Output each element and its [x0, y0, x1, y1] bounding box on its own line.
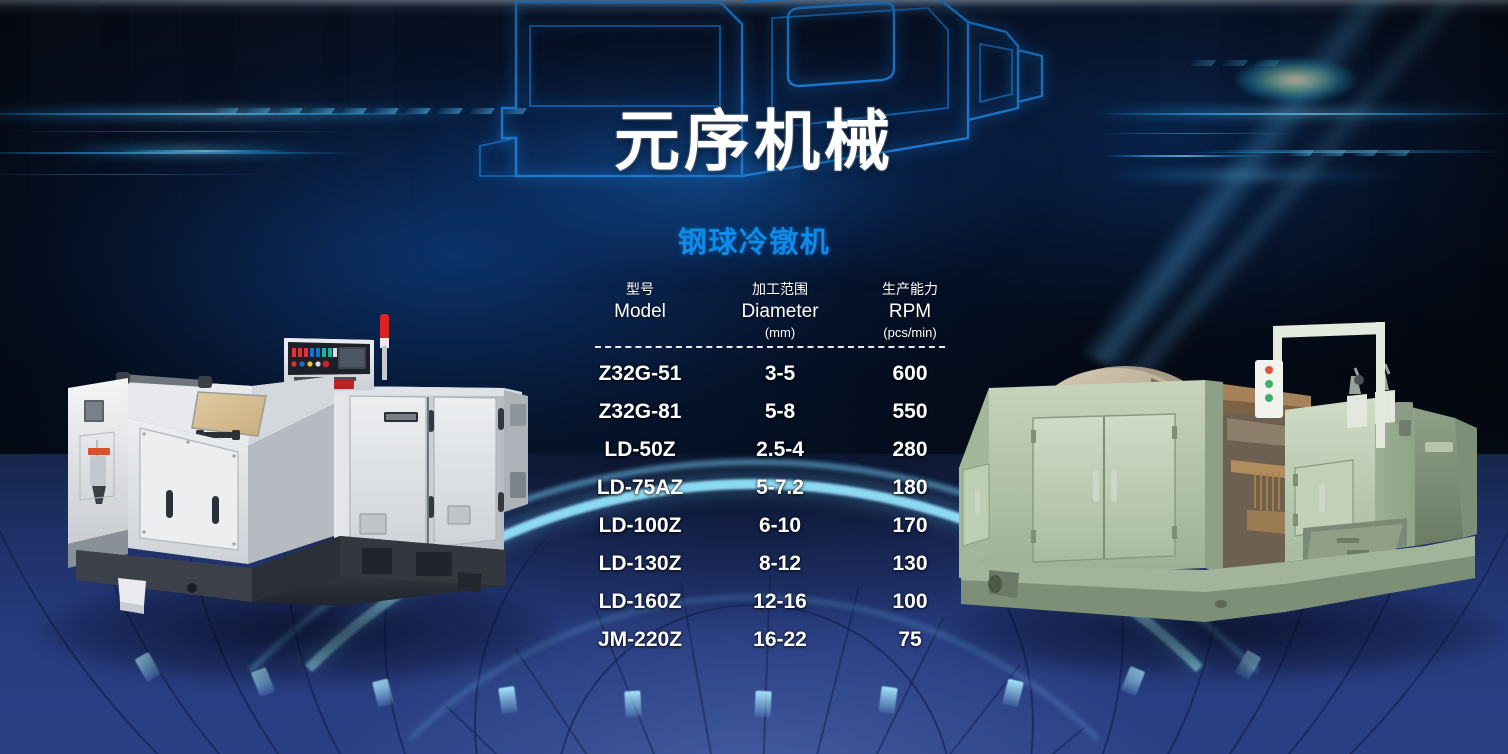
cell-rpm: 180 [892, 476, 928, 499]
table-row: JM-220Z 16-22 75 [565, 621, 975, 659]
table-row: LD-130Z 8-12 130 [565, 545, 975, 583]
page-title: 元序机械 [614, 103, 894, 180]
cell-rpm: 280 [892, 438, 928, 461]
spec-table-header: 型号 Model 加工范围 Diameter (mm) 生产能力 RPM (pc… [565, 282, 975, 340]
cell-model: Z32G-81 [598, 400, 682, 423]
table-row: LD-100Z 6-10 170 [565, 507, 975, 545]
column-header-rpm-unit: (pcs/min) [883, 325, 937, 340]
cell-rpm: 600 [892, 362, 928, 385]
cell-diameter: 5-7.2 [756, 476, 804, 499]
cell-diameter: 12-16 [753, 590, 807, 613]
column-header-diameter-cn: 加工范围 [752, 282, 808, 298]
column-header-diameter-unit: (mm) [764, 325, 796, 340]
table-row: Z32G-51 3-5 600 [565, 355, 975, 393]
cell-model: JM-220Z [597, 628, 683, 651]
floor-arc-tertiary [264, 594, 1244, 754]
column-header-rpm-cn: 生产能力 [882, 282, 938, 298]
floor-arc-secondary [39, 459, 1469, 754]
cell-rpm: 130 [892, 552, 928, 575]
cell-diameter: 16-22 [753, 628, 807, 651]
column-header-model: 型号 Model [565, 282, 715, 340]
product-subtitle: 钢球冷镦机 [677, 225, 831, 259]
column-header-diameter-en: Diameter [741, 301, 819, 322]
cell-model: LD-160Z [598, 590, 682, 613]
cell-diameter: 2.5-4 [756, 438, 804, 461]
column-header-diameter: 加工范围 Diameter (mm) [715, 282, 845, 340]
column-header-rpm: 生产能力 RPM (pcs/min) [845, 282, 975, 340]
cell-model: Z32G-51 [598, 362, 682, 385]
spec-table: 型号 Model 加工范围 Diameter (mm) 生产能力 RPM (pc… [565, 282, 975, 659]
table-row: LD-160Z 12-16 100 [565, 583, 975, 621]
cell-rpm: 550 [892, 400, 928, 423]
spec-table-body: Z32G-51 3-5 600 Z32G-81 5-8 550 LD-50Z 2.5-4 280… [565, 355, 975, 659]
cell-diameter: 3-5 [764, 362, 796, 385]
cell-diameter: 8-12 [758, 552, 802, 575]
cell-model: LD-50Z [604, 438, 676, 461]
cell-model: LD-75AZ [596, 476, 684, 499]
column-header-model-en: Model [614, 301, 666, 322]
cell-rpm: 75 [898, 628, 922, 651]
cell-model: LD-100Z [598, 514, 682, 537]
cell-diameter: 5-8 [764, 400, 796, 423]
cell-model: LD-130Z [598, 552, 682, 575]
cell-rpm: 100 [892, 590, 928, 613]
left-machine-photo [62, 300, 532, 640]
cell-diameter: 6-10 [758, 514, 802, 537]
table-row: LD-50Z 2.5-4 280 [565, 431, 975, 469]
table-row: LD-75AZ 5-7.2 180 [565, 469, 975, 507]
table-divider [595, 346, 945, 348]
right-machine-photo [955, 322, 1500, 640]
cell-rpm: 170 [892, 514, 928, 537]
column-header-model-cn: 型号 [626, 282, 654, 298]
column-header-rpm-en: RPM [888, 301, 932, 322]
table-row: Z32G-81 5-8 550 [565, 393, 975, 431]
